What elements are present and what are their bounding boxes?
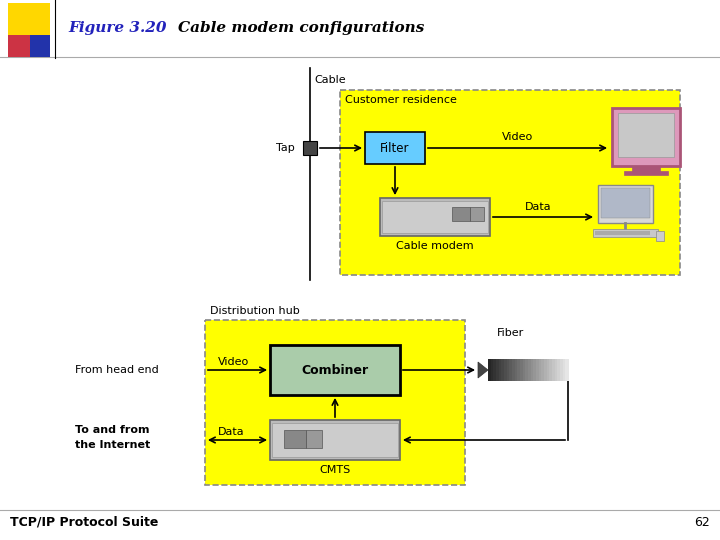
Bar	[470, 207, 484, 221]
Text: Video: Video	[218, 357, 249, 367]
Bar	[365, 132, 425, 164]
Bar	[562, 359, 566, 381]
Bar	[534, 359, 536, 381]
Bar	[340, 90, 680, 275]
Bar	[515, 359, 518, 381]
Bar	[205, 320, 465, 485]
Text: Fiber: Fiber	[496, 328, 523, 338]
Bar	[496, 359, 499, 381]
Bar	[624, 171, 668, 175]
Bar	[512, 359, 516, 381]
Bar	[30, 35, 50, 57]
Text: Cable modem configurations: Cable modem configurations	[178, 21, 424, 35]
Bar	[490, 359, 494, 381]
Bar	[541, 359, 544, 381]
Bar	[509, 359, 513, 381]
Bar	[560, 359, 563, 381]
Text: Tap: Tap	[276, 143, 295, 153]
Bar	[499, 359, 502, 381]
Bar	[612, 108, 680, 166]
Bar	[539, 359, 542, 381]
Bar	[531, 359, 534, 381]
Bar	[452, 207, 470, 221]
Bar	[593, 229, 658, 237]
Bar	[504, 359, 507, 381]
Bar	[526, 359, 528, 381]
Text: To and from: To and from	[75, 425, 150, 435]
Bar	[507, 359, 510, 381]
Bar	[284, 430, 306, 448]
Bar	[272, 423, 398, 457]
Bar	[518, 359, 521, 381]
Bar	[501, 359, 505, 381]
Text: Data: Data	[218, 427, 245, 437]
Bar	[8, 35, 30, 57]
Text: the Internet: the Internet	[75, 440, 150, 450]
Bar	[549, 359, 552, 381]
Bar	[8, 3, 50, 35]
Bar	[565, 359, 569, 381]
Text: Filter: Filter	[380, 141, 410, 154]
Bar	[554, 359, 558, 381]
Bar	[528, 359, 531, 381]
Bar	[618, 113, 674, 157]
Bar	[601, 188, 650, 218]
Bar	[488, 359, 491, 381]
Bar	[270, 420, 400, 460]
Bar	[270, 345, 400, 395]
Text: CMTS: CMTS	[320, 465, 351, 475]
Bar	[552, 359, 555, 381]
Bar	[546, 359, 550, 381]
Bar	[536, 359, 539, 381]
Bar	[306, 430, 322, 448]
Polygon shape	[478, 362, 488, 378]
Bar	[520, 359, 523, 381]
Bar	[557, 359, 560, 381]
Bar	[598, 185, 653, 223]
Text: From head end: From head end	[75, 365, 158, 375]
Text: Figure 3.20: Figure 3.20	[68, 21, 166, 35]
Text: Combiner: Combiner	[302, 363, 369, 376]
Text: Data: Data	[525, 202, 552, 212]
Text: Customer residence: Customer residence	[345, 95, 457, 105]
Text: Cable modem: Cable modem	[396, 241, 474, 251]
Bar	[382, 201, 488, 233]
Bar	[656, 231, 664, 241]
Bar	[595, 231, 650, 235]
Text: TCP/IP Protocol Suite: TCP/IP Protocol Suite	[10, 516, 158, 529]
Text: Video: Video	[502, 132, 533, 142]
Bar	[632, 166, 660, 172]
Text: 62: 62	[694, 516, 710, 529]
Bar	[523, 359, 526, 381]
Bar	[303, 141, 317, 155]
Bar	[380, 198, 490, 236]
Text: Cable: Cable	[314, 75, 346, 85]
Bar	[544, 359, 547, 381]
Text: Distribution hub: Distribution hub	[210, 306, 300, 316]
Bar	[493, 359, 497, 381]
